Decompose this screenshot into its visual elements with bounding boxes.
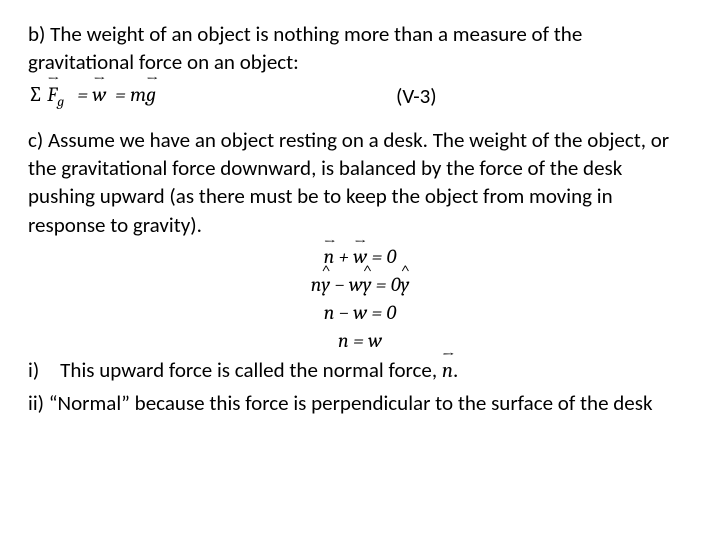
equation-block: n + w = 0 ny − wy = 0y n − w = 0 n = w: [28, 243, 692, 354]
paragraph-c: c) Assume we have an object resting on a…: [28, 126, 692, 239]
eq-line-1: n + w = 0: [28, 243, 692, 270]
item-ii: ii) “Normal” because this force is perpe…: [28, 389, 692, 417]
equation-v3-row: ∑ Fg = w = mg (V-3): [28, 81, 692, 112]
item-i-text: i) This upward force is called the norma…: [28, 357, 442, 383]
paragraph-b: b) The weight of an object is nothing mo…: [28, 20, 692, 77]
equation-v3: ∑ Fg = w = mg: [28, 81, 156, 112]
equation-label: (V-3): [396, 82, 437, 110]
eq-line-3: n − w = 0: [28, 299, 692, 326]
sigma-symbol: ∑: [28, 83, 43, 107]
eq-line-4: n = w: [28, 327, 692, 354]
eq-line-2: ny − wy = 0y: [28, 271, 692, 298]
item-i: i) This upward force is called the norma…: [28, 356, 692, 385]
